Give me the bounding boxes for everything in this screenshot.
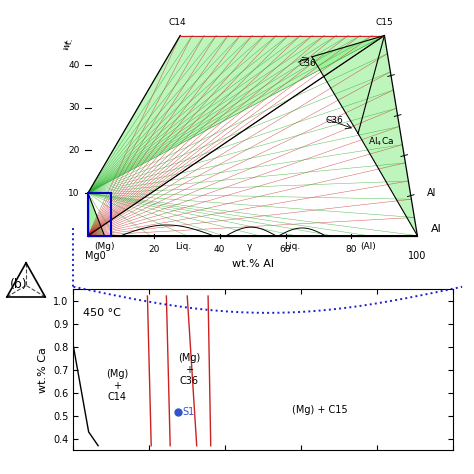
Y-axis label: wt.% Ca: wt.% Ca	[37, 347, 48, 392]
Text: 10: 10	[68, 189, 80, 198]
Polygon shape	[88, 36, 384, 193]
Text: Al: Al	[427, 188, 437, 198]
Text: Liq.: Liq.	[284, 242, 301, 251]
Text: Al$_4$Ca: Al$_4$Ca	[368, 136, 394, 148]
Text: 60: 60	[280, 245, 292, 254]
Text: S1: S1	[182, 407, 194, 417]
Text: 40: 40	[68, 61, 80, 70]
Text: C36: C36	[325, 116, 343, 125]
Text: 20: 20	[148, 245, 160, 254]
Text: 450 °C: 450 °C	[83, 308, 121, 318]
Text: wt.: wt.	[61, 36, 75, 52]
Text: Mg0: Mg0	[85, 251, 105, 261]
Text: wt.% Al: wt.% Al	[232, 259, 273, 269]
Text: (Mg): (Mg)	[94, 242, 115, 251]
Text: C14: C14	[168, 18, 186, 27]
Text: (Al): (Al)	[360, 242, 376, 251]
Text: γ: γ	[246, 242, 252, 251]
Text: (Mg) + C15: (Mg) + C15	[292, 405, 348, 415]
Polygon shape	[358, 36, 418, 236]
Text: (b): (b)	[9, 278, 27, 291]
Polygon shape	[312, 36, 384, 134]
Text: 30: 30	[68, 103, 80, 112]
Text: (Mg)
+
C36: (Mg) + C36	[178, 353, 200, 386]
Text: 40: 40	[214, 245, 226, 254]
Text: (Mg)
+
C14: (Mg) + C14	[106, 369, 128, 402]
Text: 80: 80	[346, 245, 357, 254]
Text: 20: 20	[68, 146, 80, 155]
Bar	[88, 193, 111, 236]
Polygon shape	[88, 193, 104, 236]
Text: Al: Al	[430, 224, 441, 234]
Text: Liq.: Liq.	[175, 242, 191, 251]
Text: C15: C15	[375, 18, 393, 27]
Text: 100: 100	[408, 251, 427, 261]
Text: C36: C36	[299, 59, 317, 68]
